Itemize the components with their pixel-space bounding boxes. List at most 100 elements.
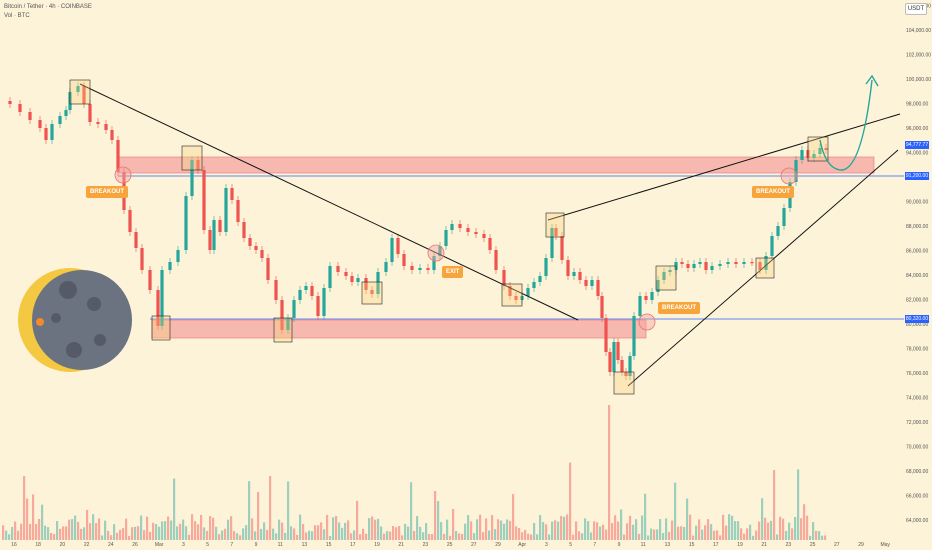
volume-bar <box>353 530 356 540</box>
volume-bar <box>182 519 185 540</box>
volume-bar <box>344 522 347 540</box>
volume-bar <box>824 535 827 540</box>
rising-support-line <box>627 149 899 387</box>
volume-bar <box>443 533 446 540</box>
candle-body <box>494 250 498 270</box>
volume-bar <box>512 494 515 540</box>
time-tick: 17 <box>350 542 356 548</box>
volume-bar <box>770 520 773 540</box>
candle-body <box>190 160 194 196</box>
volume-bar <box>593 521 596 540</box>
volume-bar <box>548 534 551 540</box>
currency-badge[interactable]: USDT <box>905 3 927 15</box>
candle-body <box>274 280 278 300</box>
candle-body <box>628 356 632 376</box>
volume-bar <box>491 515 494 540</box>
volume-bar <box>77 521 80 540</box>
candle-body <box>304 286 308 290</box>
zone-support <box>151 319 647 339</box>
volume-bar <box>320 522 323 540</box>
volume-bar <box>83 527 86 540</box>
volume-bar <box>635 519 638 540</box>
volume-bar <box>191 514 194 540</box>
highlight-box <box>361 281 383 305</box>
volume-bar <box>728 514 731 540</box>
volume-bar <box>275 533 278 540</box>
volume-bar <box>410 482 413 540</box>
volume-bar <box>266 529 269 540</box>
candle-body <box>710 266 714 270</box>
volume-bar <box>557 521 560 540</box>
volume-bar <box>407 526 410 540</box>
volume-bar <box>533 523 536 540</box>
candle-body <box>184 196 188 250</box>
volume-bar <box>263 522 266 540</box>
candle-body <box>402 254 406 266</box>
candle-body <box>616 342 620 360</box>
time-tick: 5 <box>206 542 209 548</box>
volume-bar <box>644 493 647 540</box>
candle-body <box>812 154 816 158</box>
volume-bar <box>131 527 134 540</box>
candle-body <box>514 296 518 300</box>
candle-body <box>818 148 822 154</box>
current-price-badge: 94,777.77 <box>905 141 929 149</box>
highlight-box <box>545 212 565 238</box>
candle-body <box>764 256 768 270</box>
candle-body <box>286 318 290 330</box>
candle-body <box>686 264 690 268</box>
volume-bar <box>389 531 392 540</box>
volume-bar <box>812 522 815 540</box>
time-tick: 21 <box>398 542 404 548</box>
volume-bar <box>428 533 431 540</box>
volume-bar <box>743 533 746 540</box>
volume-bar <box>689 514 692 540</box>
volume-bar <box>371 516 374 540</box>
volume-bar <box>767 522 770 540</box>
candle-body <box>418 268 422 270</box>
time-tick: 17 <box>713 542 719 548</box>
volume-bar <box>23 476 26 540</box>
price-tick: 98,000.00 <box>906 102 928 108</box>
time-tick: 20 <box>60 542 66 548</box>
volume-bar <box>95 523 98 540</box>
candle-body <box>218 220 222 232</box>
candle-body <box>58 116 62 124</box>
breakout-circle <box>114 166 132 184</box>
volume-bar <box>575 521 578 540</box>
volume-bar <box>653 529 656 540</box>
volume-bar <box>455 531 458 540</box>
volume-bar <box>716 530 719 540</box>
volume-bar <box>590 532 593 540</box>
volume-bar <box>347 520 350 540</box>
volume-bar <box>518 528 521 540</box>
time-tick: 15 <box>326 542 332 548</box>
candle-body <box>260 250 264 258</box>
volume-bar <box>5 530 8 540</box>
time-tick: 22 <box>84 542 90 548</box>
volume-bar <box>425 523 428 540</box>
volume-bar <box>167 516 170 540</box>
candle-body <box>782 208 786 226</box>
volume-bar <box>293 528 296 540</box>
breakout-tag-1: BREAKOUT <box>86 186 128 198</box>
candle-body <box>704 262 708 270</box>
price-tick: 86,000.00 <box>906 249 928 255</box>
volume-bar <box>212 517 215 540</box>
candle-body <box>18 104 22 112</box>
time-tick: 3 <box>182 542 185 548</box>
candle-body <box>466 228 470 232</box>
volume-bar <box>773 470 776 540</box>
volume-bar <box>161 521 164 540</box>
candle-body <box>128 210 132 232</box>
volume-bar <box>632 524 635 540</box>
candle-body <box>444 230 448 246</box>
candle-body <box>370 290 374 294</box>
volume-bar <box>782 518 785 540</box>
candle-body <box>64 110 68 116</box>
lower-level-badge: 80,320.00 <box>905 315 929 323</box>
volume-bar <box>290 526 293 540</box>
volume-bar <box>311 531 314 540</box>
candle-body <box>698 262 702 264</box>
